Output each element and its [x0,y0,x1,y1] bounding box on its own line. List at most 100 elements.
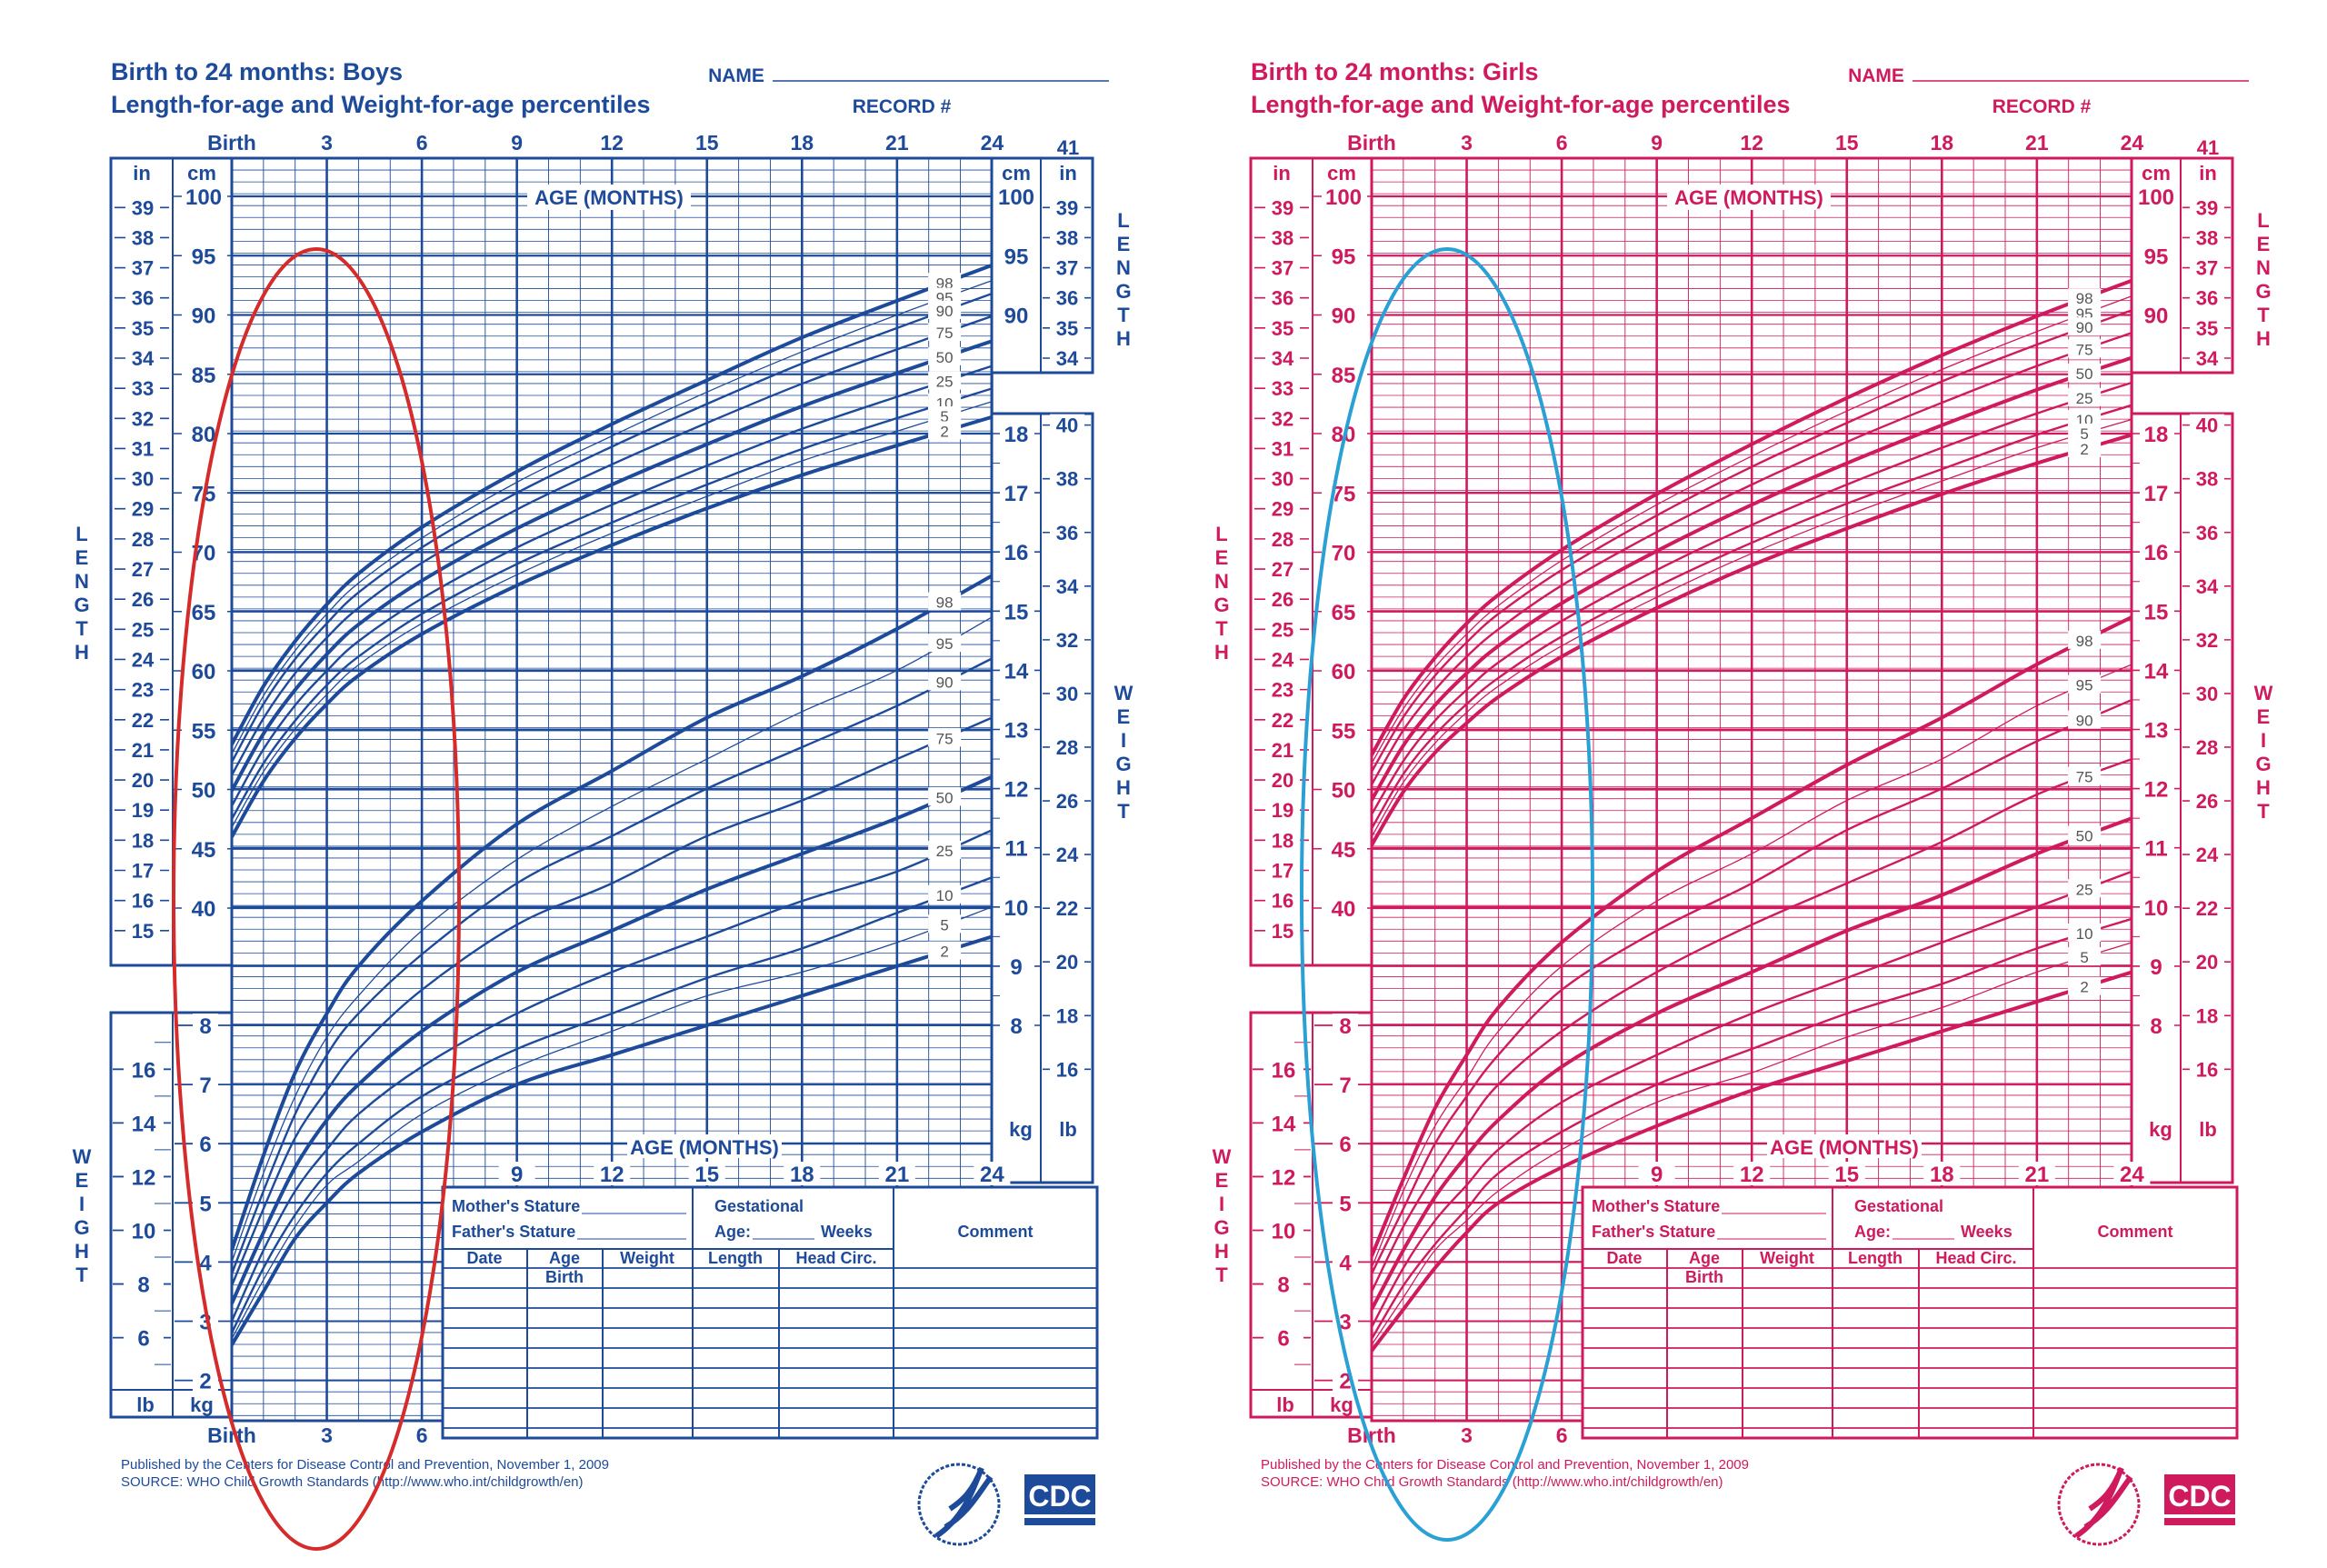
gestational-age-label: Age: [1854,1223,1891,1241]
weight-percentile-95-curve [1371,664,2132,1269]
tick-bg [2190,735,2224,758]
cm-tick-label: 65 [1332,601,1356,625]
percentile-label-bg [928,371,962,390]
age-label-lower: 21 [884,1163,909,1187]
cm-tick-label: 45 [1332,838,1356,863]
length-percentile-5-curve [1371,418,2132,838]
tick-bg [193,1014,218,1037]
tick-bg [688,1162,725,1185]
age-label-bottom: 3 [1461,1423,1473,1447]
lb-tick-label: 24 [1056,844,1079,866]
lb-tick-label: 30 [1056,683,1078,705]
tick-bg [182,244,227,268]
birth-row-age: Birth [1685,1268,1723,1286]
weeks-label: Weeks [821,1223,873,1241]
tick-bg [1050,1058,1084,1081]
percentile-label-bg [928,592,962,611]
weight-percentile-50-curve [1370,816,2133,1311]
in-tick-label: 16 [132,890,154,913]
form-column-header: Date [1606,1249,1642,1267]
lb-tick-label: 30 [2196,683,2218,705]
percentile-label-bg [928,421,962,440]
tick-bg [2190,574,2224,597]
percentile-label-bg [2068,947,2102,966]
age-label-lower: 24 [980,1163,1004,1187]
weight-percentile-25-label: 25 [2076,881,2093,898]
weight-percentile-75-label: 75 [2076,769,2093,786]
age-label-top: 18 [1931,131,1954,155]
axis-title-bg [1667,185,1831,210]
tick-bg [125,769,160,792]
tick-bg [1050,628,1084,651]
gestational-label: Gestational [714,1197,804,1215]
form-column-header: Length [1848,1249,1903,1267]
tick-bg [1265,347,1300,370]
tick-bg [1263,1325,1303,1350]
boys-growth-chart: Birth to 24 months: Boys Length-for-age a… [73,58,1134,1551]
cm-tick-label: 90 [1004,305,1029,329]
fathers-stature-label: Father's Stature [452,1223,575,1241]
percentile-label-bg [2068,825,2102,844]
age-label-lower: 15 [694,1163,719,1187]
tick-bg [2190,897,2224,920]
tick-bg [1828,1162,1865,1185]
in-tick-label: 17 [1272,860,1293,883]
length-percentile-90-curve [1370,309,2132,773]
cm-tick-label: 40 [1332,897,1356,922]
weight-percentile-10-curve [230,876,993,1334]
tick-bg [2190,414,2224,436]
tick-bg [1050,1004,1084,1027]
form-column-header: Date [466,1249,502,1267]
tick-bg [125,316,160,339]
in-tick-label: 32 [132,407,154,430]
tick-bg [1263,1272,1303,1296]
weight-percentile-98-label: 98 [2076,633,2093,650]
weight-percentile-90-curve [1370,698,2132,1274]
cm-tick-label: 45 [192,838,216,863]
percentile-label-bg [928,941,962,960]
kg-tick-label: 15 [2144,600,2169,624]
tick-bg [2140,776,2174,801]
in-tick-label: 35 [1056,317,1078,340]
in-tick-label: 19 [1272,799,1293,822]
in-tick-label: 38 [1056,226,1078,249]
tick-bg [2190,286,2224,309]
kg-tick-label: 9 [2150,955,2162,980]
tick-bg [1265,769,1300,792]
kg-tick-label: 12 [1004,778,1029,803]
tick-bg [1050,414,1084,436]
percentile-label-bg [928,884,962,904]
in-tick-label: 15 [132,920,154,943]
tick-bg [182,836,227,861]
length-percentile-5-curve [231,401,993,828]
tick-bg [1000,954,1034,978]
kg-tick-label: 7 [199,1074,211,1098]
percentile-label-bg [2068,710,2102,729]
right-length-scale: cm in 90 95 100 34 35 36 37 38 39 [990,156,1094,375]
in-tick-label: 28 [1272,528,1293,551]
tick-bg [1265,558,1300,581]
percentile-label-bg [2068,288,2102,307]
kg-tick-label: 4 [199,1251,212,1275]
kg-tick-label: 18 [1004,423,1029,447]
tick-bg [1050,574,1084,597]
tick-bg [2190,467,2224,490]
tick-bg [2190,628,2224,651]
weight-percentile-90-label: 90 [936,674,954,691]
tick-bg [1322,244,1367,268]
age-label-top: 6 [416,131,428,155]
unit-kg-label: kg [2149,1118,2172,1141]
gestational-label: Gestational [1854,1197,1943,1215]
in-tick-label: 34 [2196,347,2219,370]
age-label-lower: 9 [1651,1163,1663,1187]
in-tick-label: 37 [1272,257,1293,280]
in-top-label: 41 [2197,136,2219,159]
percentile-label-bg [928,914,962,934]
age-label-bottom: 6 [416,1423,428,1447]
percentile-label-bg [928,346,962,365]
weight-percentile-50-curve [230,774,994,1304]
age-label-top: 3 [1461,131,1473,155]
in-tick-label: 34 [1272,347,1294,370]
